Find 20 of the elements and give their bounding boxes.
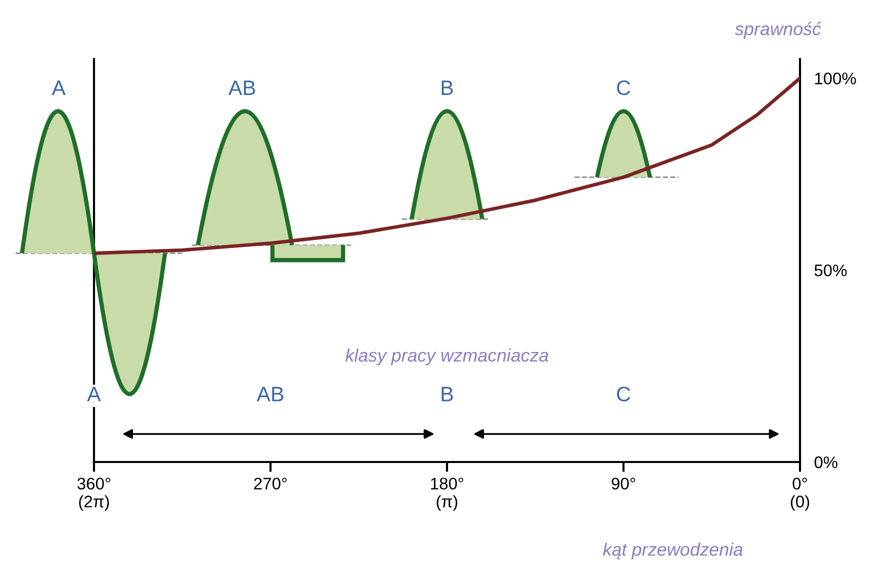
annotation: B [442, 386, 453, 402]
annotation: klasy pracy wzmacniacza [345, 348, 548, 366]
annotation: B [442, 80, 453, 95]
x-tick-label: 90° [612, 478, 636, 490]
x-tick-label: 0° (0) [790, 478, 810, 511]
annotation: AB [228, 80, 256, 95]
y-tick-label: 50% [814, 264, 847, 276]
text: A [52, 80, 66, 95]
annotation: A [87, 386, 101, 402]
y-tick-label: 100% [815, 72, 856, 84]
x-tick-label: 270° [254, 478, 287, 490]
line-series [94, 76, 800, 255]
x-tick-label: 180° (π) [431, 478, 464, 511]
y-axis-title: sprawność [734, 22, 822, 39]
x-axis-title: kąt przewodzenia [602, 542, 743, 560]
annotation: C [617, 80, 630, 96]
y-tick-label: 0% [814, 456, 838, 468]
annotation: C [617, 386, 630, 402]
x-tick-label: 360° (2π) [77, 478, 110, 511]
annotation: AB [256, 386, 284, 402]
